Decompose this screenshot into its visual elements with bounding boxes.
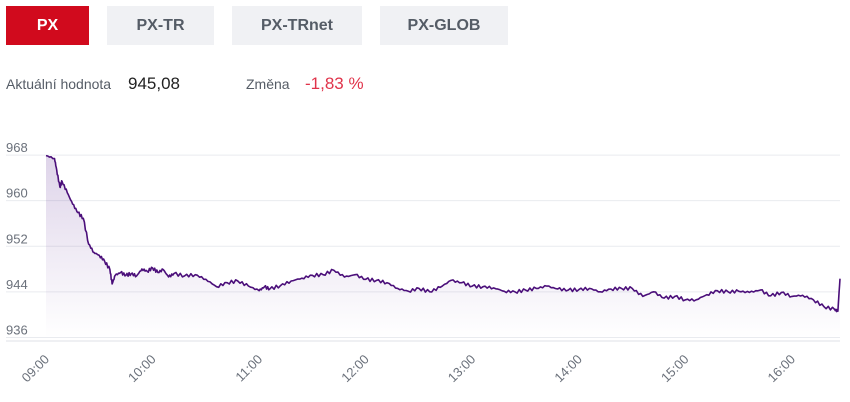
x-tick-label: 13:00: [445, 352, 479, 386]
change-label: Změna: [246, 76, 290, 92]
tab-px-glob[interactable]: PX-GLOB: [380, 6, 508, 45]
price-chart: 968 960 952 944 936 09:00 10:00 11:00 12:00 13:0…: [6, 140, 841, 386]
x-tick-label: 14:00: [551, 352, 585, 386]
index-tabs: PX PX-TR PX-TRnet PX-GLOB: [6, 6, 526, 45]
x-tick-label: 10:00: [125, 352, 159, 386]
x-tick-label: 09:00: [19, 352, 53, 386]
tab-px-tr[interactable]: PX-TR: [107, 6, 214, 45]
current-value: 945,08: [128, 74, 180, 93]
current-value-label: Aktuální hodnota: [6, 76, 112, 92]
x-tick-label: 16:00: [765, 352, 799, 386]
y-tick-label: 936: [6, 322, 28, 337]
x-tick-label: 12:00: [338, 352, 372, 386]
y-tick-label: 944: [6, 277, 28, 292]
y-tick-label: 952: [6, 231, 28, 246]
y-tick-label: 968: [6, 140, 28, 155]
y-tick-label: 960: [6, 186, 28, 201]
tab-px[interactable]: PX: [6, 6, 89, 45]
tab-px-trnet[interactable]: PX-TRnet: [232, 6, 362, 45]
series-line: [45, 154, 841, 313]
change-value: -1,83 %: [305, 74, 364, 93]
x-tick-label: 11:00: [232, 352, 265, 385]
x-tick-label: 15:00: [658, 352, 692, 386]
series-area: [46, 155, 840, 338]
